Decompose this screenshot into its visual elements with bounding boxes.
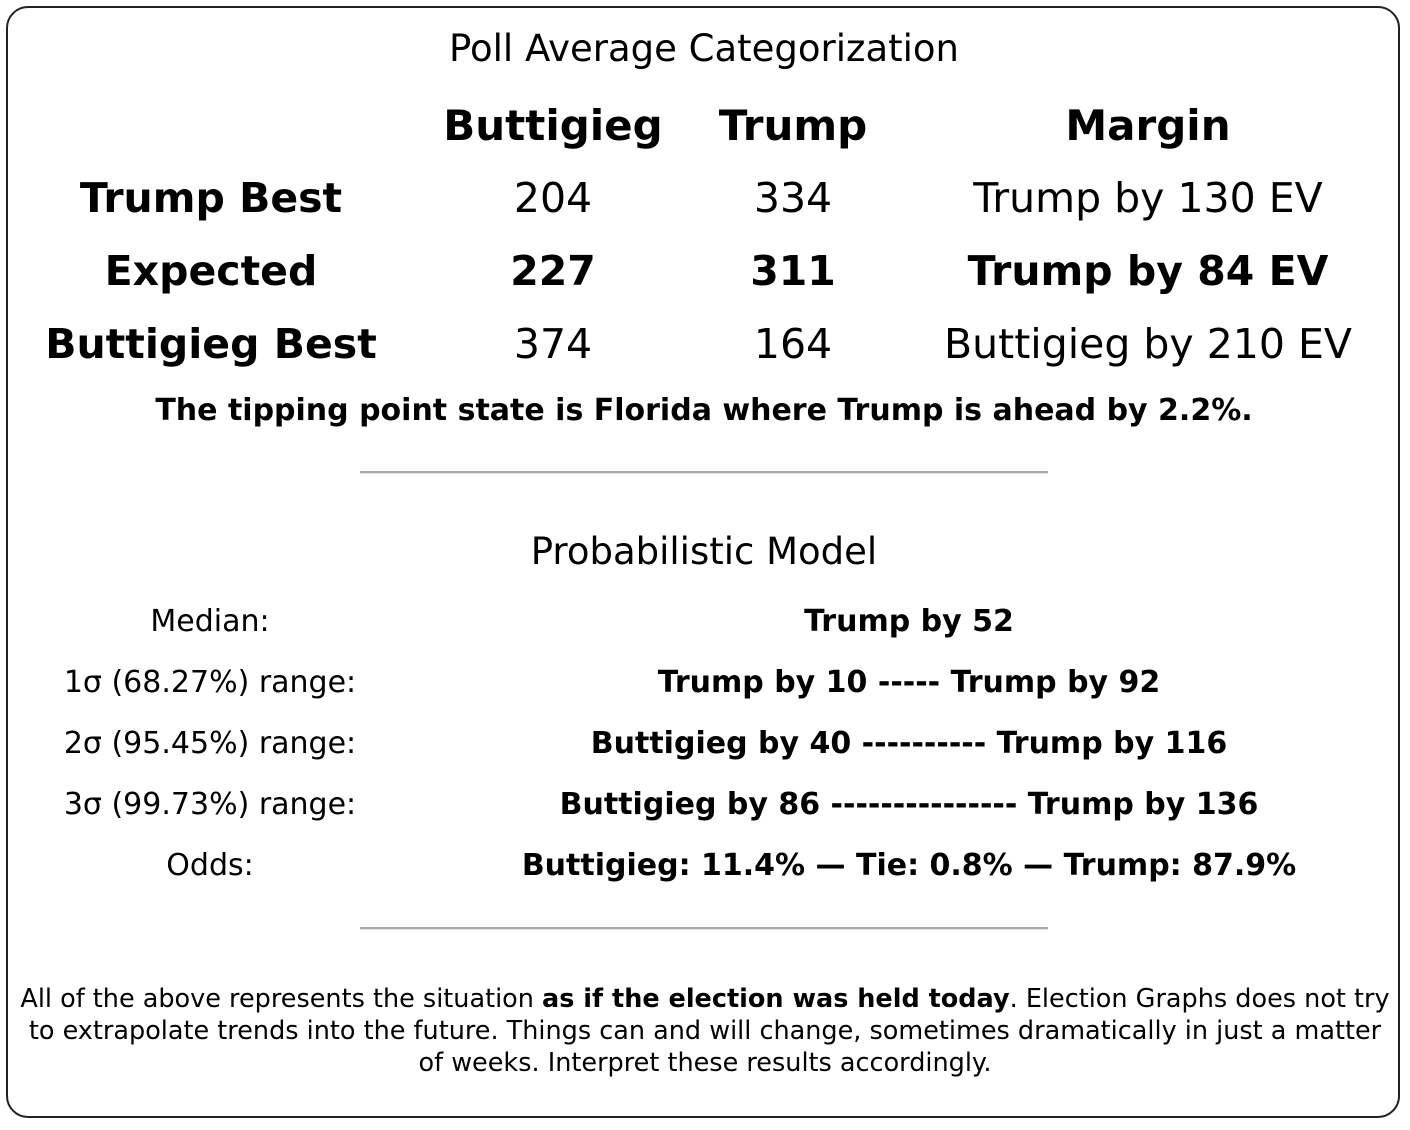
disclaimer-emphasis: as if the election was held today [542, 984, 1010, 1014]
column-header-buttigieg: Buttigieg [443, 101, 663, 150]
trump-best-margin: Trump by 130 EV [973, 174, 1323, 222]
row-label-buttigieg-best: Buttigieg Best [45, 320, 377, 368]
column-header-margin: Margin [1065, 101, 1231, 150]
three-sigma-range: Buttigieg by 86 --------------- Trump by… [559, 787, 1259, 822]
section-divider-top [360, 471, 1048, 474]
disclaimer-text: All of the above represents the situatio… [20, 983, 1390, 1079]
odds-value: Buttigieg: 11.4% — Tie: 0.8% — Trump: 87… [521, 848, 1297, 883]
two-sigma-range: Buttigieg by 40 ---------- Trump by 116 [590, 726, 1228, 761]
disclaimer-text-end: . Election Graphs does not try to extrap… [28, 984, 1390, 1078]
expected-margin: Trump by 84 EV [967, 247, 1329, 295]
buttigieg-best-trump-ev: 164 [753, 320, 833, 368]
one-sigma-label: 1σ (68.27%) range: [63, 665, 357, 700]
row-label-trump-best: Trump Best [79, 174, 343, 222]
tipping-point-statement: The tipping point state is Florida where… [155, 393, 1253, 428]
section-divider-bottom [360, 927, 1048, 930]
expected-trump-ev: 311 [750, 247, 836, 295]
column-header-trump: Trump [718, 101, 868, 150]
disclaimer-text-start: All of the above represents the situatio… [20, 984, 543, 1014]
three-sigma-label: 3σ (99.73%) range: [63, 787, 357, 822]
row-label-expected: Expected [104, 247, 318, 295]
expected-buttigieg-ev: 227 [510, 247, 596, 295]
summary-card [6, 6, 1400, 1118]
one-sigma-range: Trump by 10 ----- Trump by 92 [657, 665, 1161, 700]
probabilistic-model-title: Probabilistic Model [530, 530, 878, 573]
buttigieg-best-margin: Buttigieg by 210 EV [944, 320, 1352, 368]
trump-best-buttigieg-ev: 204 [513, 174, 593, 222]
buttigieg-best-buttigieg-ev: 374 [513, 320, 593, 368]
median-label: Median: [150, 604, 270, 639]
poll-average-title: Poll Average Categorization [448, 27, 960, 70]
trump-best-trump-ev: 334 [753, 174, 833, 222]
odds-label: Odds: [166, 848, 254, 883]
median-value: Trump by 52 [804, 604, 1014, 639]
two-sigma-label: 2σ (95.45%) range: [63, 726, 357, 761]
